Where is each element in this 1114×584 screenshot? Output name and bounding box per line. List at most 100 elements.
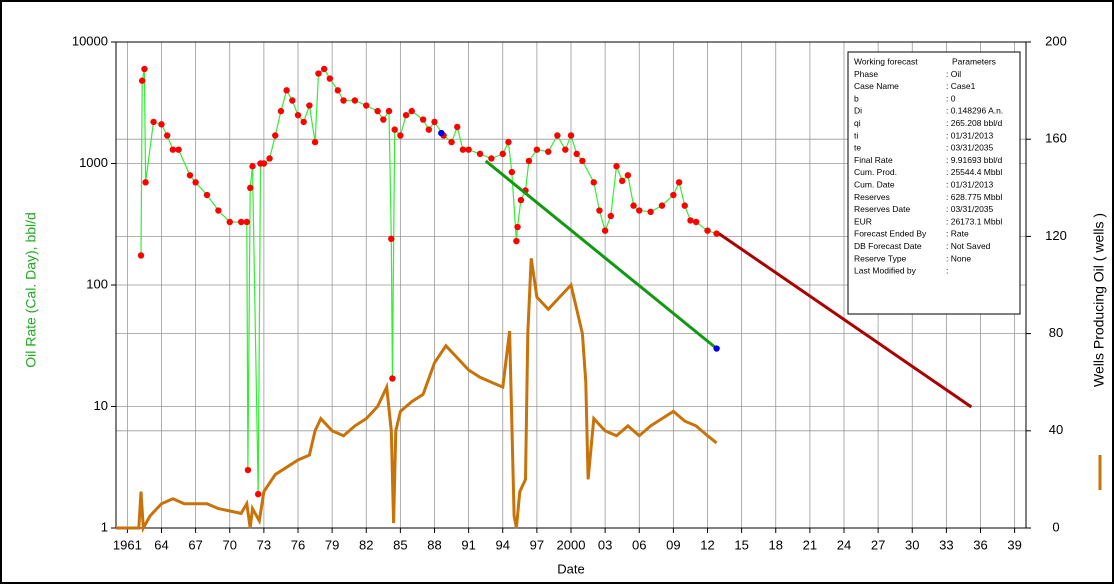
- data-point: [175, 146, 182, 153]
- data-point: [525, 157, 533, 165]
- data-point: [388, 235, 395, 243]
- parameter-value: : Case1: [946, 81, 976, 91]
- data-point: [675, 179, 683, 186]
- y-tick-label: 10000: [72, 33, 108, 48]
- data-point: [334, 87, 342, 94]
- data-point: [237, 218, 245, 226]
- x-tick-label: 24: [837, 537, 851, 552]
- x-tick-label: 88: [427, 537, 441, 552]
- data-point: [138, 77, 146, 84]
- parameter-value: : 26173.1 Mbbl: [946, 216, 1002, 226]
- data-point: [226, 218, 233, 226]
- parameter-key: Cum. Date: [854, 179, 895, 189]
- data-point: [658, 202, 666, 209]
- data-point: [294, 111, 302, 119]
- data-point: [315, 70, 322, 77]
- data-point: [186, 172, 194, 179]
- parameter-key: EUR: [854, 216, 872, 226]
- data-point: [607, 212, 615, 220]
- data-point: [545, 148, 552, 155]
- data-point: [554, 132, 561, 139]
- data-point: [419, 116, 427, 123]
- data-point: [244, 466, 252, 474]
- y2-tick-label: 200: [1045, 33, 1067, 48]
- parameter-value: : 01/31/2013: [946, 179, 994, 189]
- x-tick-label: 97: [530, 537, 544, 552]
- parameters-title: Working forecast: [854, 56, 918, 66]
- parameter-key: b: [854, 93, 859, 103]
- x-tick-label: 15: [734, 537, 748, 552]
- parameter-value: : 0: [946, 93, 956, 103]
- parameter-key: Final Rate: [854, 155, 893, 165]
- data-point: [533, 146, 541, 153]
- series-line: [484, 159, 718, 350]
- data-point: [618, 177, 626, 185]
- x-tick-label: 91: [461, 537, 475, 552]
- data-point: [306, 102, 313, 109]
- data-point: [385, 107, 393, 115]
- data-point: [203, 191, 211, 199]
- data-point: [579, 157, 586, 165]
- data-point: [351, 97, 359, 104]
- data-point: [573, 150, 580, 158]
- parameter-key: Di: [854, 106, 862, 116]
- data-point: [215, 207, 222, 214]
- data-point: [517, 196, 525, 204]
- data-point: [713, 345, 720, 352]
- data-point: [266, 155, 273, 162]
- data-point: [647, 208, 654, 216]
- parameter-value: : 03/31/2035: [946, 204, 994, 214]
- data-point: [249, 163, 256, 170]
- x-tick-label: 94: [496, 537, 510, 552]
- data-point: [488, 155, 495, 162]
- x-tick-label: 76: [291, 537, 305, 552]
- y-tick-label: 1000: [79, 155, 108, 170]
- data-point: [408, 107, 415, 115]
- data-point: [277, 107, 285, 115]
- parameter-key: qi: [854, 118, 861, 128]
- data-point: [137, 252, 145, 259]
- x-tick-label: 73: [257, 537, 271, 552]
- data-point: [158, 121, 165, 128]
- data-point: [508, 168, 516, 176]
- data-point: [391, 126, 398, 133]
- data-point: [687, 217, 694, 224]
- data-point: [624, 172, 632, 179]
- x-tick-label: 09: [666, 537, 680, 552]
- parameter-value: : 01/31/2013: [946, 130, 994, 140]
- x-tick-label: 39: [1007, 537, 1021, 552]
- data-point: [300, 118, 307, 126]
- data-point: [289, 97, 296, 104]
- data-point: [505, 138, 512, 146]
- x-tick-label: 1961: [113, 537, 142, 552]
- parameter-key: Reserves Date: [854, 204, 910, 214]
- data-point: [141, 65, 148, 73]
- y2-tick-label: 0: [1052, 519, 1059, 534]
- data-point: [320, 65, 328, 73]
- x-tick-label: 67: [188, 537, 202, 552]
- y2-tick-label: 120: [1045, 228, 1067, 243]
- y2-tick-label: 160: [1045, 131, 1067, 146]
- data-point: [681, 202, 688, 209]
- series-line: [718, 232, 973, 409]
- data-point: [163, 132, 171, 139]
- parameter-value: : Oil: [946, 69, 961, 79]
- data-point: [260, 160, 268, 167]
- data-point: [499, 150, 506, 158]
- data-point: [704, 227, 711, 234]
- y-axis-label: Oil Rate (Cal. Day), bbl/d: [23, 212, 39, 368]
- parameter-value: : 628.775 Mbbl: [946, 192, 1002, 202]
- parameter-key: Phase: [854, 69, 878, 79]
- plot-border: [115, 41, 1027, 529]
- parameter-value: : 0.148296 A.n.: [946, 106, 1003, 116]
- data-point: [397, 132, 404, 139]
- data-point: [713, 230, 720, 237]
- parameters-title: Parameters: [952, 56, 996, 66]
- data-point: [596, 207, 603, 214]
- data-point: [562, 146, 569, 153]
- parameter-value: : Not Saved: [946, 241, 991, 251]
- parameter-key: Last Modified by: [854, 266, 917, 276]
- parameter-value: : 265.208 bbl/d: [946, 118, 1003, 128]
- x-tick-label: 06: [632, 537, 646, 552]
